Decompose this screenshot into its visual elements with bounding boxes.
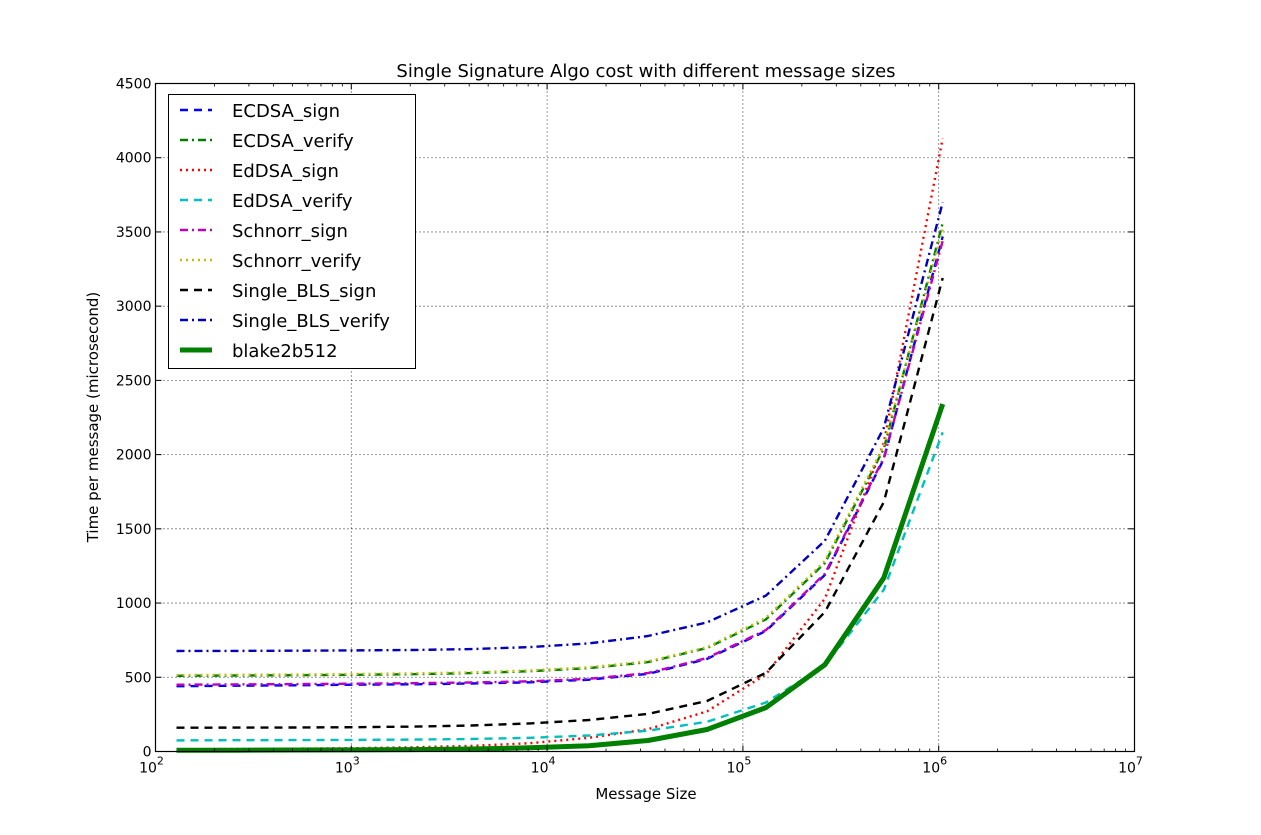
series-lines [176, 138, 946, 753]
legend-label: Schnorr_verify [232, 251, 362, 272]
x-tick-label: 103 [335, 755, 360, 777]
plot-area-frame [154, 82, 1136, 753]
y-tick-label: 2000 [116, 448, 152, 464]
legend-label: Single_BLS_verify [232, 311, 390, 332]
x-tick-exponent: 7 [1136, 755, 1143, 768]
x-tick-base: 10 [726, 761, 744, 777]
legend-label: ECDSA_verify [232, 131, 354, 152]
series-line-schnorr-sign [176, 240, 944, 686]
legend-label: EdDSA_sign [232, 161, 339, 182]
x-tick-base: 10 [139, 761, 157, 777]
x-tick-exponent: 4 [549, 755, 556, 768]
y-tick-label: 1000 [116, 596, 152, 612]
x-tick-exponent: 6 [940, 755, 947, 768]
y-tick-label: 0 [143, 745, 152, 761]
x-axis-label: Message Size [595, 785, 696, 803]
y-tick-label: 4000 [116, 151, 152, 167]
y-tick-label: 500 [125, 670, 152, 686]
series-line-eddsa-verify [176, 431, 944, 742]
y-tick-labels: 0 500 1000 1500 2000 2500 3000 3500 4000 4500 [116, 77, 152, 761]
x-tick-label: 105 [726, 755, 751, 777]
legend: ECDSA_sign ECDSA_verify EdDSA_sign EdDSA_ve… [168, 94, 416, 369]
x-tick-base: 10 [335, 761, 353, 777]
x-tick-base: 10 [922, 761, 940, 777]
y-tick-label: 3500 [116, 225, 152, 241]
x-tick-exponent: 5 [744, 755, 751, 768]
legend-label: ECDSA_sign [232, 101, 340, 122]
series-line-single-bls-sign [176, 277, 944, 729]
legend-label: EdDSA_verify [232, 191, 353, 212]
x-tick-label: 106 [922, 755, 947, 777]
series-line-schnorr-verify [176, 228, 944, 677]
x-tick-labels: 102 103 104 105 106 107 [139, 755, 1143, 777]
chart-title: Single Signature Algo cost with differen… [396, 61, 895, 82]
x-tick-exponent: 3 [353, 755, 360, 768]
x-tick-base: 10 [531, 761, 549, 777]
y-tick-label: 4500 [116, 77, 152, 93]
x-tick-label: 102 [139, 755, 164, 777]
series-line-single-bls-verify [176, 201, 944, 653]
x-tick-base: 10 [1118, 761, 1136, 777]
y-axis-label: Time per message (microsecond) [84, 292, 102, 544]
y-tick-label: 1500 [116, 522, 152, 538]
x-tick-label: 107 [1118, 755, 1143, 777]
legend-label: Single_BLS_sign [232, 281, 376, 302]
gridlines [155, 83, 1135, 752]
y-tick-label: 2500 [116, 373, 152, 389]
legend-label: Schnorr_sign [232, 221, 348, 242]
y-tick-label: 3000 [116, 299, 152, 315]
series-line-blake2b512 [176, 403, 946, 753]
legend-label: blake2b512 [232, 341, 338, 362]
x-tick-label: 104 [531, 755, 556, 777]
x-tick-exponent: 2 [157, 755, 164, 768]
legend-box [168, 94, 416, 369]
ticks [155, 83, 1135, 752]
